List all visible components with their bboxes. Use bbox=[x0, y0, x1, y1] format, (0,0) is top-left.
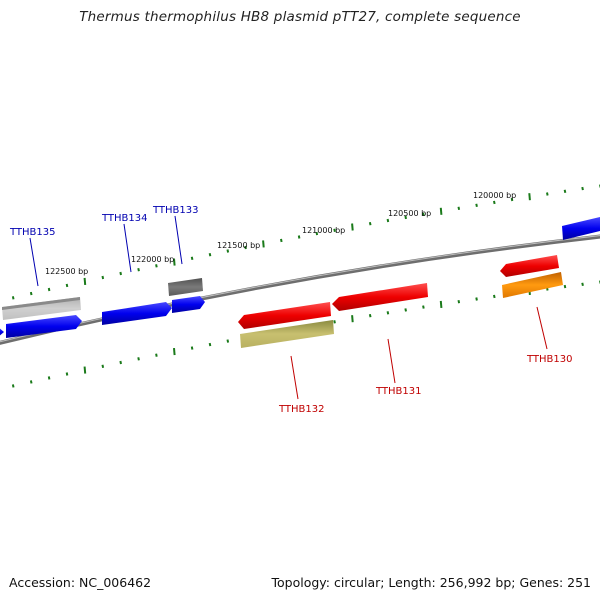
outer-tick bbox=[510, 197, 514, 202]
topology-summary: Topology: circular; Length: 256,992 bp; … bbox=[271, 575, 592, 590]
outer-tick bbox=[101, 275, 105, 280]
inner-tick bbox=[11, 384, 15, 388]
gene-arrow-tthb135[interactable] bbox=[6, 315, 82, 338]
leader-line-tthb134 bbox=[123, 223, 132, 273]
outer-tick bbox=[11, 296, 15, 300]
leader-line-tthb135 bbox=[29, 237, 39, 287]
outer-tick bbox=[351, 223, 354, 231]
leader-line-tthb130 bbox=[536, 306, 548, 350]
gene-arrow-tthb130[interactable] bbox=[502, 272, 563, 298]
inner-tick bbox=[457, 300, 461, 304]
outer-tick bbox=[368, 222, 372, 226]
inner-tick bbox=[493, 294, 496, 299]
bp-label-122500: 122500 bp bbox=[45, 267, 88, 276]
outer-tick bbox=[563, 189, 567, 193]
bp-label-122000: 122000 bp bbox=[131, 255, 174, 264]
outer-tick bbox=[333, 228, 336, 232]
gene-label-tthb130[interactable]: TTHB130 bbox=[526, 354, 573, 365]
gene-arrow-tthb135-gray[interactable] bbox=[2, 297, 81, 320]
gene-arrow-tthb133-dark[interactable] bbox=[168, 278, 203, 296]
outer-tick bbox=[65, 283, 69, 288]
accession-text: Accession: NC_006462 bbox=[9, 575, 152, 590]
gene-arrow-left-edge[interactable] bbox=[0, 327, 4, 337]
leader-line-tthb131 bbox=[387, 338, 396, 384]
forward-leader-lines bbox=[29, 215, 183, 287]
outer-tick bbox=[173, 258, 176, 266]
gene-arrow-tthb130-red[interactable] bbox=[500, 255, 559, 277]
gene-label-tthb132[interactable]: TTHB132 bbox=[278, 404, 325, 415]
outer-tick bbox=[119, 271, 122, 276]
gene-arrow-right-edge[interactable] bbox=[562, 217, 600, 240]
inner-tick bbox=[581, 282, 584, 286]
inner-tick bbox=[422, 305, 425, 309]
inner-tick bbox=[351, 315, 354, 323]
gene-arrow-tthb134[interactable] bbox=[102, 302, 172, 325]
inner-tick bbox=[226, 339, 230, 343]
reverse-leader-lines bbox=[290, 306, 548, 400]
gene-label-tthb131[interactable]: TTHB131 bbox=[375, 386, 422, 397]
inner-tick bbox=[386, 311, 390, 315]
leader-line-tthb132 bbox=[290, 355, 299, 400]
inner-tick bbox=[29, 380, 33, 384]
inner-tick bbox=[119, 360, 122, 365]
leader-line-tthb133 bbox=[174, 215, 183, 265]
bp-label-120500: 120500 bp bbox=[388, 209, 431, 218]
gene-arrow-tthb132-red[interactable] bbox=[238, 302, 331, 329]
outer-tick bbox=[262, 240, 265, 248]
inner-tick bbox=[190, 346, 194, 350]
outer-tick bbox=[29, 291, 33, 296]
inner-tick bbox=[155, 353, 158, 357]
backbone-arc bbox=[0, 234, 600, 345]
outer-tick bbox=[297, 235, 301, 239]
gene-arrow-tthb131[interactable] bbox=[332, 283, 428, 311]
outer-tick bbox=[155, 264, 158, 268]
inner-tick bbox=[137, 357, 140, 361]
inner-tick bbox=[101, 364, 105, 368]
map-title: Thermus thermophilus HB8 plasmid pTT27, … bbox=[79, 9, 521, 25]
inner-tick bbox=[47, 376, 51, 380]
inner-tick bbox=[173, 348, 176, 356]
bp-label-121000: 121000 bp bbox=[302, 226, 345, 235]
bp-label-120000: 120000 bp bbox=[473, 191, 516, 200]
outer-tick bbox=[475, 203, 478, 207]
outer-tick bbox=[422, 212, 425, 216]
outer-tick bbox=[439, 207, 443, 215]
bp-label-121500: 121500 bp bbox=[217, 241, 260, 250]
gene-arrow-tthb133[interactable] bbox=[172, 296, 205, 313]
inner-tick bbox=[475, 297, 478, 301]
outer-tick bbox=[280, 238, 283, 243]
outer-tick bbox=[226, 249, 230, 253]
gene-label-tthb135[interactable]: TTHB135 bbox=[9, 227, 56, 238]
outer-tick bbox=[528, 193, 531, 201]
inner-tick bbox=[563, 284, 567, 289]
inner-tick bbox=[439, 300, 443, 308]
outer-tick bbox=[47, 287, 51, 292]
outer-tick bbox=[83, 277, 87, 285]
outer-tick bbox=[581, 186, 584, 191]
outer-tick-track bbox=[11, 184, 600, 300]
outer-tick bbox=[137, 268, 140, 272]
gene-label-tthb134[interactable]: TTHB134 bbox=[101, 213, 148, 224]
inner-tick bbox=[368, 314, 372, 318]
outer-tick bbox=[404, 215, 407, 220]
outer-tick bbox=[546, 192, 549, 196]
outer-tick bbox=[386, 218, 390, 223]
gene-arrow-tthb132[interactable] bbox=[240, 320, 334, 348]
inner-tick bbox=[65, 372, 69, 376]
inner-tick bbox=[208, 342, 212, 347]
inner-tick bbox=[404, 308, 407, 312]
gene-label-tthb133[interactable]: TTHB133 bbox=[152, 205, 199, 216]
inner-tick bbox=[333, 320, 336, 324]
outer-tick bbox=[244, 245, 247, 250]
outer-tick bbox=[457, 206, 461, 210]
outer-tick bbox=[208, 253, 212, 257]
outer-tick bbox=[493, 200, 496, 205]
outer-tick bbox=[315, 231, 319, 236]
outer-tick bbox=[190, 256, 194, 260]
inner-tick bbox=[83, 366, 87, 374]
